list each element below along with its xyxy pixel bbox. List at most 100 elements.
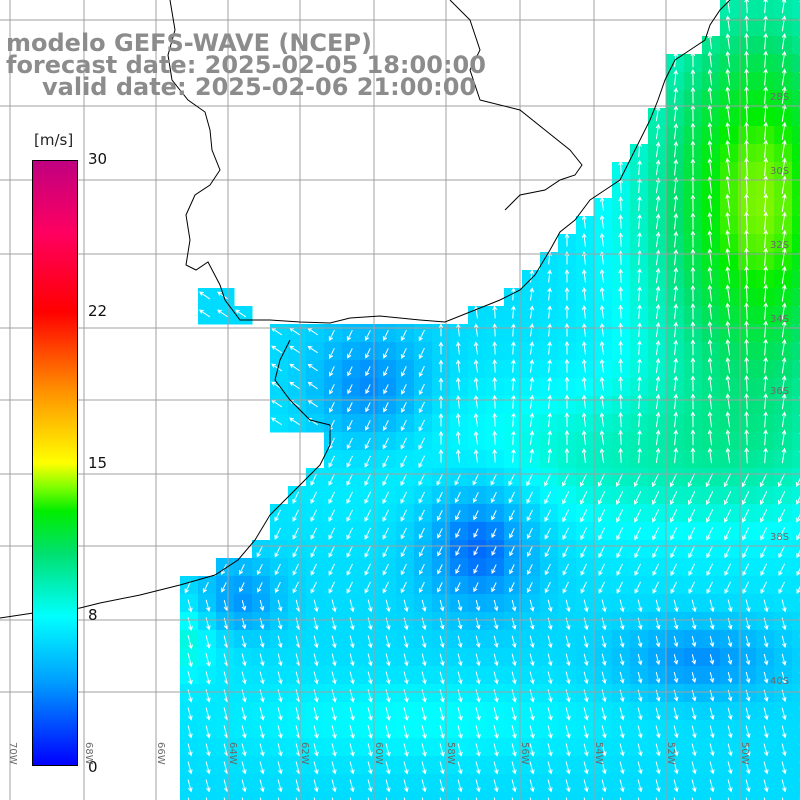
wind-arrow [781,707,787,721]
wind-arrow [744,103,749,122]
wind-arrow [217,291,229,300]
wind-arrow [763,86,769,104]
wind-arrow [562,473,570,487]
wind-arrow [742,545,750,559]
wind-cell [630,792,649,800]
wind-cell [792,288,800,307]
wind-arrow [634,581,641,594]
wind-arrow [580,509,588,523]
wind-arrow [529,287,535,301]
wind-arrow [637,358,642,373]
lon-label: 68W [83,742,94,765]
wind-arrow [400,563,407,576]
wind-arrow [364,509,371,522]
wind-arrow [619,653,625,666]
wind-arrow [241,707,247,721]
wind-arrow [763,193,769,213]
wind-arrow [725,193,731,212]
wind-arrow [763,429,768,446]
wind-arrow [781,104,787,122]
wind-arrow [618,358,624,373]
coastline [167,0,731,324]
wind-arrow [529,779,535,793]
wind-arrow [473,449,479,463]
wind-arrow [763,393,768,410]
wind-arrow [367,725,373,740]
wind-arrow [457,725,463,740]
wind-cell [450,792,469,800]
wind-arrow [491,546,497,556]
wind-arrow [781,15,787,32]
wind-arrow [619,725,625,739]
wind-arrow [383,348,389,359]
wind-arrow [544,491,552,505]
wind-arrow [439,635,445,649]
wind-arrow [616,527,624,541]
wind-arrow [418,563,425,576]
wind-arrow [310,581,317,594]
wind-arrow [367,635,373,649]
wind-arrow [511,359,516,373]
wind-arrow [763,211,769,231]
wind-arrow [202,581,209,594]
wind-arrow [385,671,391,685]
wind-arrow [385,725,391,740]
wind-arrow [455,430,461,445]
wind-arrow [493,671,499,685]
wind-arrow [619,779,625,793]
wind-cell [198,792,217,800]
wind-arrow [438,430,444,445]
wind-arrow [367,779,373,793]
wind-arrow [438,323,444,337]
lat-label: 30S [770,166,790,177]
wind-arrow [690,429,696,446]
wind-arrow [367,743,373,757]
wind-arrow [781,50,787,68]
wind-arrow [313,707,319,721]
wind-arrow [580,545,587,558]
wind-arrow [346,419,353,431]
wind-arrow [349,779,355,793]
wind-arrow [346,455,353,468]
wind-arrow [364,527,371,540]
wind-arrow [760,509,768,523]
wind-arrow [529,653,535,667]
wind-arrow [673,779,679,793]
wind-arrow [277,707,283,721]
wind-arrow [707,122,713,140]
wind-arrow [744,247,749,266]
wind-arrow [618,286,624,301]
wind-arrow [618,411,623,428]
wind-arrow [564,305,570,319]
wind-arrow [238,563,245,575]
wind-arrow [490,491,497,504]
wind-arrow [637,671,643,684]
wind-arrow [187,779,193,793]
wind-arrow [347,402,353,413]
wind-arrow [651,491,660,505]
wind-arrow [223,600,229,612]
wind-arrow [744,374,749,392]
wind-arrow [421,725,427,740]
wind-arrow [673,267,679,284]
wind-arrow [669,473,678,488]
wind-arrow [759,473,768,488]
lat-label: 36S [770,386,790,397]
wind-arrow [655,195,661,212]
wind-arrow [436,509,443,521]
wind-arrow [544,581,551,594]
wind-arrow [781,229,787,248]
wind-arrow [271,345,283,354]
wind-arrow [382,581,389,594]
wind-arrow [580,491,588,505]
wind-cell [792,450,800,469]
wind-arrow [673,429,679,446]
wind-arrow [581,394,587,409]
wind-arrow [599,304,605,319]
wind-arrow [637,707,643,721]
wind-arrow [436,491,443,504]
wind-arrow [436,473,443,486]
wind-arrow [544,545,551,558]
wind-cell [594,792,613,800]
wind-arrow [673,303,679,320]
